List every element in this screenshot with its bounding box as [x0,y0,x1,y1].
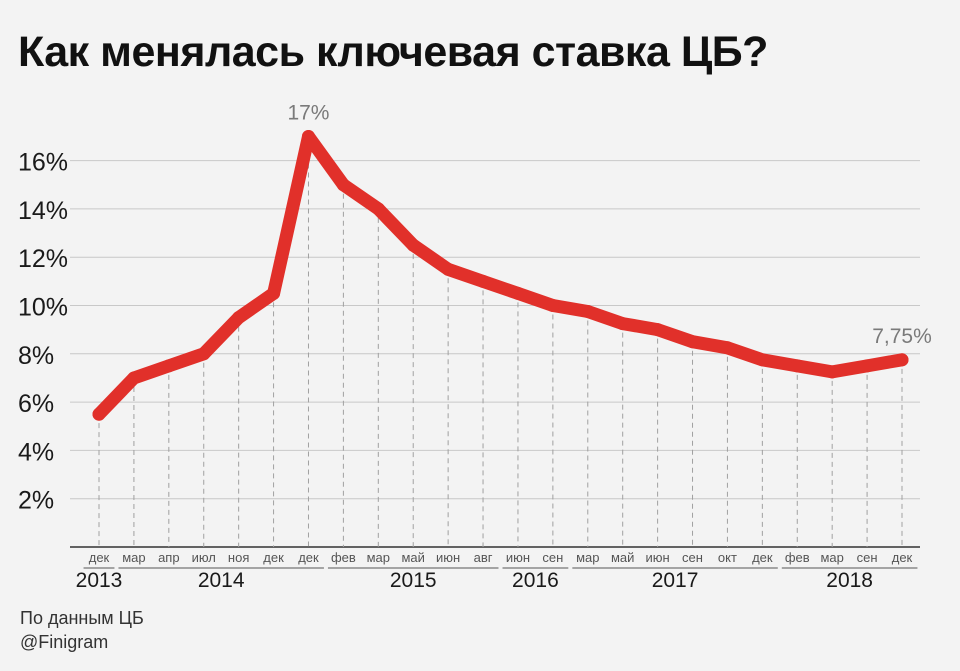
year-label: 2015 [390,569,437,592]
data-point [267,286,281,300]
x-tick-label: дек [752,550,773,565]
data-label: 7,75% [872,325,932,348]
data-point [197,347,211,361]
x-tick-label: ноя [228,550,249,565]
data-point [511,286,525,300]
x-tick-label: июн [436,550,460,565]
x-tick-label: мар [820,550,843,565]
y-tick-label: 8% [18,342,54,370]
y-tick-label: 2% [18,487,54,515]
y-tick-label: 12% [18,245,68,273]
x-tick-label: сен [542,550,563,565]
y-tick-label: 14% [18,197,68,225]
x-tick-label: мар [122,550,145,565]
x-tick-label: авг [474,550,493,565]
data-point [336,178,350,192]
x-tick-label: сен [682,550,703,565]
x-tick-label: апр [158,550,180,565]
annotations: 17% 7,75% [287,101,931,347]
year-label: 2017 [652,569,699,592]
y-tick-label: 16% [18,149,68,177]
x-tick-label: дек [89,550,110,565]
x-tick-label: июн [506,550,530,565]
year-labels: 2013 2014 2015 2016 2017 2018 [76,567,918,592]
x-tick-label: июн [646,550,670,565]
data-point [546,299,560,312]
x-tick-label: сен [857,550,878,565]
data-point [441,262,455,276]
year-label: 2013 [76,569,123,592]
x-tick-label: фев [785,550,810,565]
x-tick-label: дек [892,550,913,565]
year-label: 2016 [512,569,559,592]
data-point [476,274,490,288]
x-tick-label: мар [367,550,390,565]
data-point [301,129,315,143]
data-point [755,353,769,367]
source-handle: @Finigram [20,632,109,652]
y-axis-ticks: 2% 4% 6% 8% 10% 12% 14% 16% [18,149,68,515]
data-point [371,202,385,216]
y-tick-label: 10% [18,294,68,322]
data-point [720,341,734,355]
data-point [92,407,106,421]
x-tick-label: май [611,550,634,565]
series-line-key-rate [92,130,909,421]
year-label: 2018 [826,569,873,592]
y-tick-label: 4% [18,438,54,466]
source-note: По данным ЦБ [20,608,144,628]
data-label: 17% [287,101,329,124]
data-point [232,311,246,325]
data-point [651,323,665,337]
year-label: 2014 [198,569,245,592]
x-tick-label: мар [576,550,599,565]
data-point [127,371,141,385]
x-tick-label: фев [331,550,356,565]
data-point [162,359,176,373]
x-tick-label: окт [718,550,737,565]
data-point [895,353,909,367]
series-layer [92,129,909,421]
grid-lines [70,136,920,548]
x-tick-label: май [401,550,424,565]
data-point [860,359,874,373]
data-point [406,238,420,252]
y-tick-label: 6% [18,390,54,418]
x-tick-label: дек [298,550,319,565]
data-point [790,359,804,373]
line-chart: 2%4%6%8%10%12%14%16% дек мар апр июл ноя дек д… [18,101,932,592]
data-point [581,305,595,319]
data-point [825,365,839,379]
x-axis-ticks: дек мар апр июл ноя дек дек фев мар май июн авг июн с… [89,550,913,565]
chart-title: Как менялась ключевая ставка ЦБ? [18,28,768,76]
data-point [616,317,630,331]
x-tick-label: июл [192,550,216,565]
data-point [686,335,700,349]
x-tick-label: дек [263,550,284,565]
